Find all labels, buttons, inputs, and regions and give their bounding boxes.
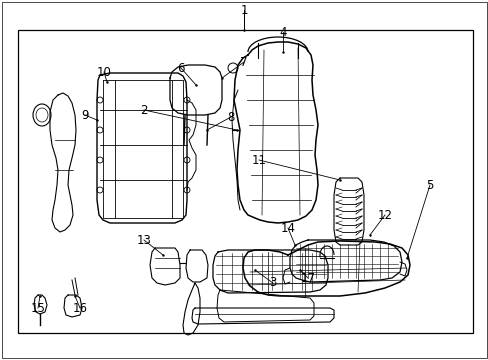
Text: 7: 7	[240, 55, 247, 68]
Text: 11: 11	[251, 153, 266, 166]
Text: 10: 10	[96, 66, 111, 78]
Text: 4: 4	[279, 26, 286, 39]
Text: 13: 13	[136, 234, 151, 247]
Text: 17: 17	[300, 271, 315, 284]
Text: 2: 2	[140, 104, 147, 117]
Text: 3: 3	[269, 276, 276, 289]
Text: 6: 6	[177, 62, 184, 75]
Text: 16: 16	[72, 302, 87, 315]
Bar	[18, 30, 472, 333]
Text: 12: 12	[377, 208, 392, 221]
Text: 8: 8	[227, 111, 234, 123]
Text: 9: 9	[81, 108, 88, 122]
Text: 5: 5	[426, 179, 433, 192]
Text: 15: 15	[30, 302, 45, 315]
Text: 1: 1	[240, 4, 247, 17]
Text: 14: 14	[280, 221, 295, 234]
